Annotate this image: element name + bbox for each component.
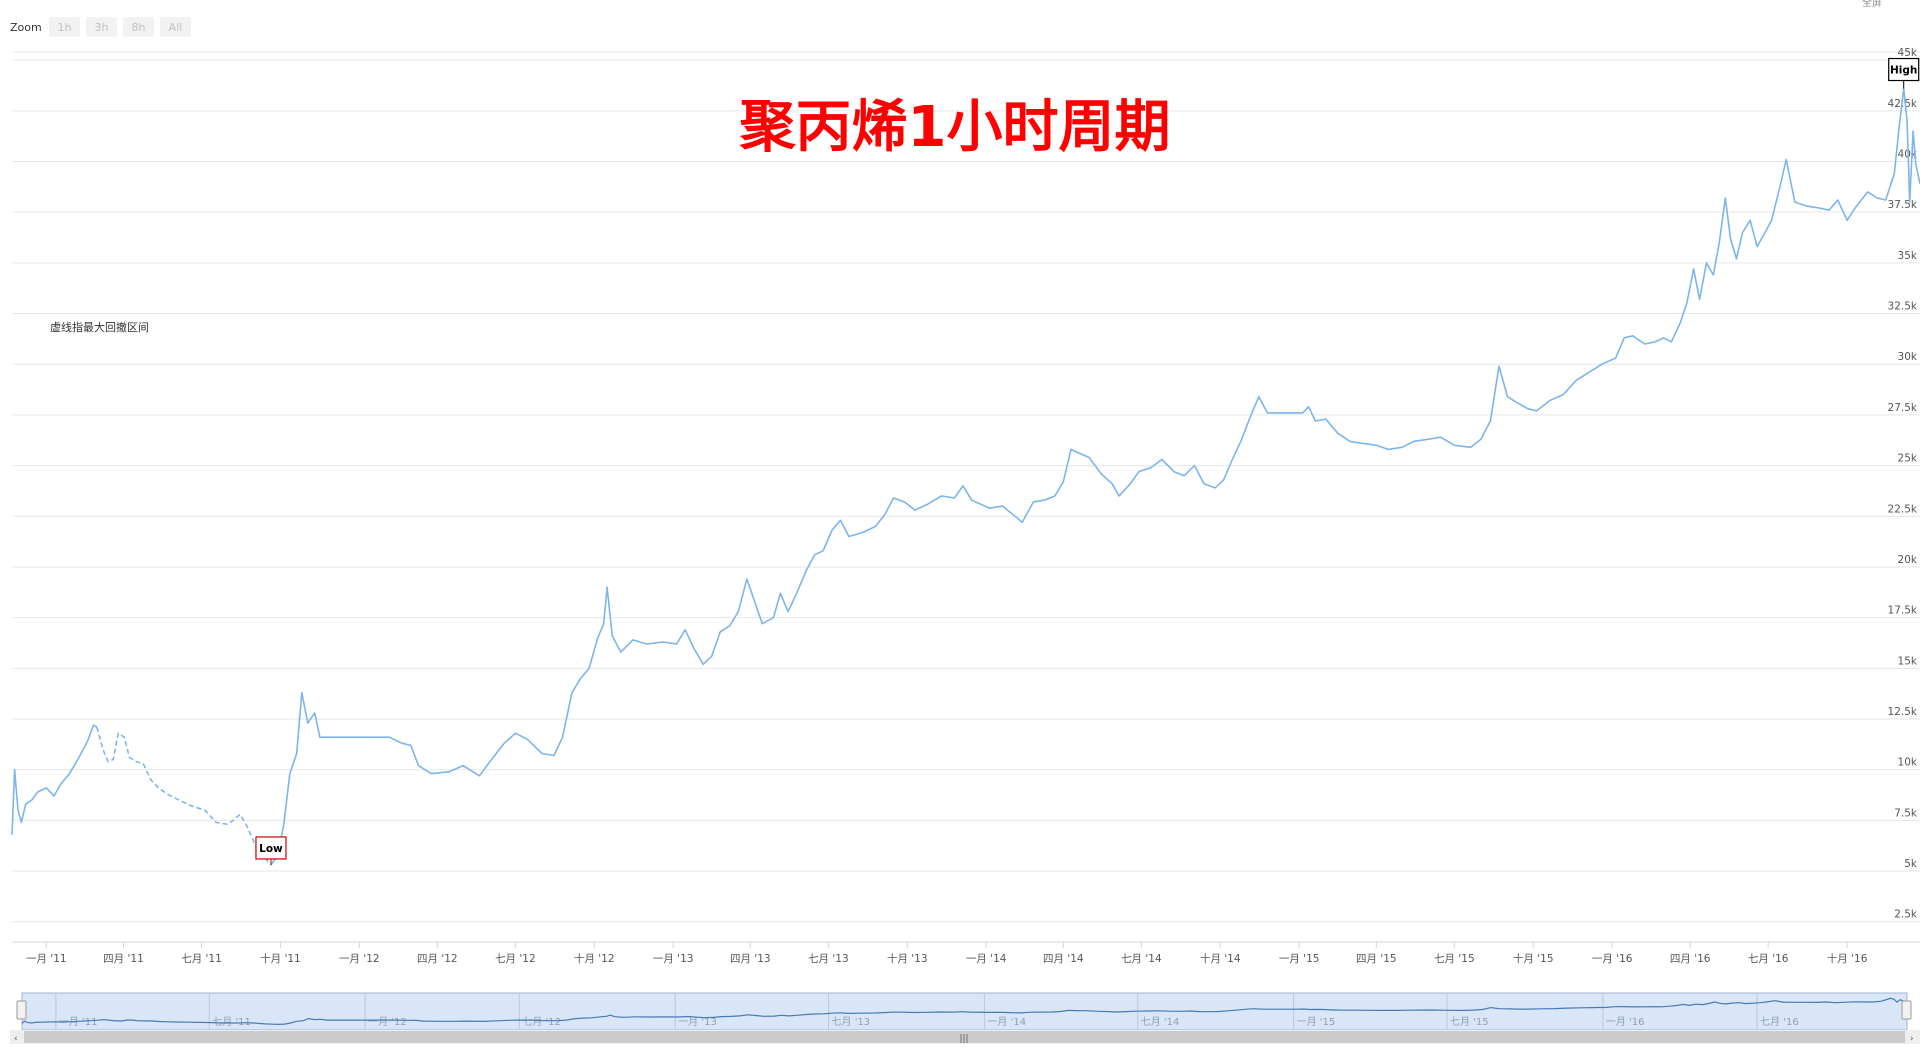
y-tick-label: 20k bbox=[1898, 554, 1918, 566]
navigator-tick-label: 一月 '11 bbox=[59, 1016, 98, 1028]
series-line-solid-2 bbox=[270, 87, 1920, 866]
x-tick-label: 一月 '11 bbox=[26, 953, 67, 965]
x-tick-label: 七月 '13 bbox=[808, 953, 849, 965]
navigator-tick-label: 七月 '14 bbox=[1141, 1016, 1180, 1028]
navigator-tick-label: 七月 '12 bbox=[522, 1016, 561, 1028]
x-tick-label: 一月 '15 bbox=[1279, 953, 1320, 965]
y-tick-label: 10k bbox=[1898, 757, 1918, 769]
zoom-button-8h[interactable]: 8h bbox=[132, 21, 146, 34]
y-tick-label: 2.5k bbox=[1894, 909, 1918, 921]
x-tick-label: 四月 '16 bbox=[1670, 953, 1711, 965]
zoom-button-1h[interactable]: 1h bbox=[58, 21, 72, 34]
drawdown-note: 虚线指最大回撤区间 bbox=[50, 320, 149, 334]
high-flag-box bbox=[1888, 57, 1920, 82]
navigator-tick-label: 一月 '13 bbox=[678, 1016, 717, 1028]
y-tick-label: 17.5k bbox=[1888, 605, 1918, 617]
y-tick-label: 37.5k bbox=[1888, 199, 1918, 211]
x-tick-label: 七月 '14 bbox=[1121, 953, 1162, 965]
zoom-button-bg[interactable] bbox=[160, 17, 191, 37]
navigator-tick-label: 七月 '16 bbox=[1760, 1016, 1799, 1028]
x-tick-label: 一月 '14 bbox=[966, 953, 1007, 965]
zoom-button-bg[interactable] bbox=[123, 17, 154, 37]
flags: High Low bbox=[255, 57, 1920, 865]
y-tick-label: 27.5k bbox=[1888, 402, 1918, 414]
navigator-tick-label: 七月 '13 bbox=[832, 1016, 871, 1028]
scrollbar-grip-icon: ||| bbox=[959, 1034, 968, 1044]
navigator-handle-left[interactable] bbox=[16, 1000, 27, 1020]
high-flag-label: High bbox=[1890, 65, 1917, 77]
x-tick-label: 七月 '12 bbox=[495, 953, 536, 965]
x-tick-label: 七月 '15 bbox=[1434, 953, 1475, 965]
series-lines bbox=[11, 87, 1920, 866]
y-tick-label: 5k bbox=[1904, 858, 1918, 870]
navigator-tick-label: 七月 '15 bbox=[1450, 1016, 1489, 1028]
x-tick-label: 一月 '12 bbox=[339, 953, 380, 965]
x-tick-label: 四月 '12 bbox=[417, 953, 458, 965]
y-tick-label: 7.5k bbox=[1894, 807, 1918, 819]
zoom-button-bg[interactable] bbox=[86, 17, 117, 37]
zoom-label: Zoom bbox=[10, 21, 42, 34]
y-tick-label: 15k bbox=[1898, 655, 1918, 667]
zoom-button-3h[interactable]: 3h bbox=[95, 21, 109, 34]
x-tick-label: 十月 '12 bbox=[574, 952, 615, 965]
x-tick-label: 七月 '16 bbox=[1748, 953, 1789, 965]
x-tick-label: 四月 '11 bbox=[103, 953, 144, 965]
y-tick-label: 22.5k bbox=[1888, 503, 1918, 515]
navigator-tick-label: 一月 '15 bbox=[1297, 1016, 1336, 1028]
navigator-tick-label: 一月 '16 bbox=[1606, 1016, 1645, 1028]
y-tick-label: 45k bbox=[1898, 47, 1918, 59]
fullscreen-label[interactable]: 全屏 bbox=[1862, 0, 1882, 9]
chart-title: 聚丙烯1小时周期 bbox=[739, 95, 1171, 160]
scroll-right-arrow-icon[interactable]: › bbox=[1910, 1034, 1914, 1044]
series-line-solid-0 bbox=[11, 724, 98, 835]
y-axis-labels: 2.5k 5k 7.5k 10k 12.5k 15k 17.5k 20k 22.5k 25k 27.… bbox=[1888, 47, 1918, 921]
zoom-button-all[interactable]: All bbox=[169, 21, 183, 34]
y-tick-label: 32.5k bbox=[1888, 301, 1918, 313]
x-axis-labels: 一月 '11 四月 '11 七月 '11 十月 '11 一月 '12 四月 '12 七月 '… bbox=[26, 942, 1868, 965]
navigator-series bbox=[21, 997, 1908, 1026]
x-tick-label: 四月 '13 bbox=[730, 953, 771, 965]
navigator-tick-label: 七月 '11 bbox=[212, 1016, 251, 1028]
navigator-tick-label: 一月 '12 bbox=[368, 1016, 407, 1028]
series-line-dashed-1 bbox=[96, 726, 272, 866]
x-tick-label: 十月 '14 bbox=[1200, 952, 1241, 965]
x-tick-label: 四月 '15 bbox=[1356, 953, 1397, 965]
grid bbox=[12, 51, 1920, 923]
x-tick-label: 四月 '14 bbox=[1043, 953, 1084, 965]
navigator-tick-label: 一月 '14 bbox=[987, 1016, 1026, 1028]
scrollbar-thumb[interactable] bbox=[24, 1031, 1905, 1043]
low-flag-box bbox=[255, 836, 287, 860]
x-tick-label: 七月 '11 bbox=[181, 953, 222, 965]
scroll-left-arrow-icon[interactable]: ‹ bbox=[14, 1034, 18, 1044]
navigator[interactable]: 一月 '11 七月 '11 一月 '12 七月 '12 一月 '13 七月 '13 一月 '… bbox=[16, 992, 1912, 1031]
y-tick-label: 42.5k bbox=[1888, 98, 1918, 110]
navigator-handle-right[interactable] bbox=[1901, 1000, 1912, 1020]
zoom-button-bg[interactable] bbox=[49, 17, 80, 37]
y-tick-label: 25k bbox=[1898, 453, 1918, 465]
x-tick-label: 一月 '13 bbox=[653, 953, 694, 965]
x-tick-label: 十月 '16 bbox=[1827, 952, 1868, 965]
x-tick-label: 十月 '11 bbox=[260, 952, 301, 965]
x-tick-label: 一月 '16 bbox=[1592, 953, 1633, 965]
low-flag-label: Low bbox=[259, 843, 283, 855]
x-tick-label: 十月 '13 bbox=[887, 952, 928, 965]
y-tick-label: 30k bbox=[1898, 351, 1918, 363]
y-tick-label: 35k bbox=[1898, 250, 1918, 262]
y-tick-label: 12.5k bbox=[1888, 706, 1918, 718]
zoom-controls: Zoom 1h 3h 8h All bbox=[10, 17, 191, 37]
scrollbar[interactable]: ||| ‹ › bbox=[10, 1030, 1920, 1044]
x-tick-label: 十月 '15 bbox=[1513, 952, 1554, 965]
